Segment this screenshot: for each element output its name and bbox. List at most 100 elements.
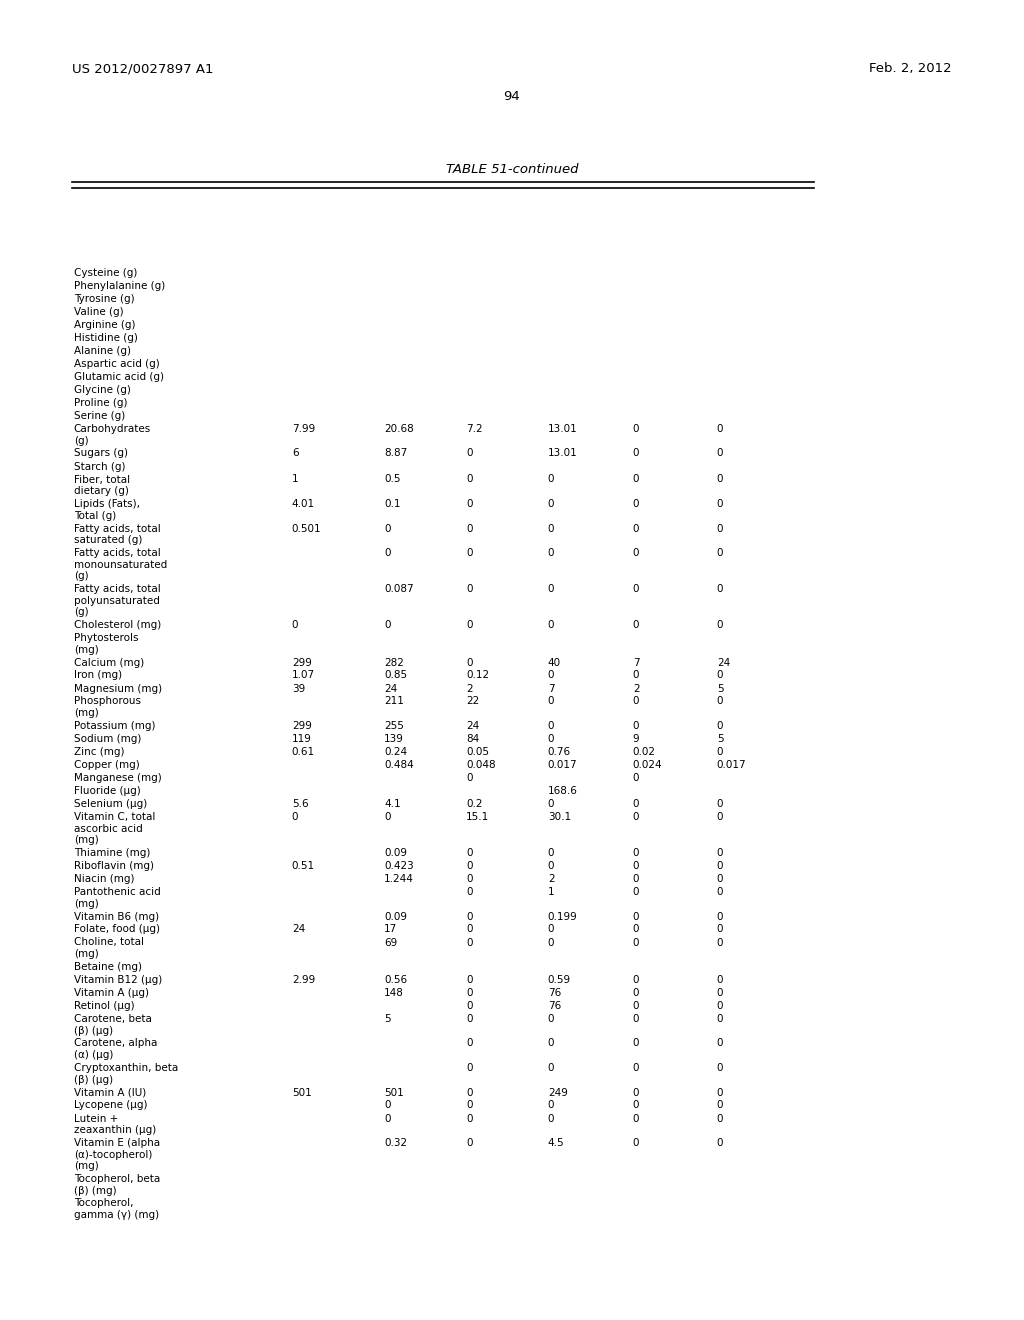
Text: 0: 0 — [633, 671, 639, 681]
Text: Sugars (g): Sugars (g) — [74, 449, 128, 458]
Text: 0.1: 0.1 — [384, 499, 400, 510]
Text: 0: 0 — [466, 1001, 472, 1011]
Text: Carbohydrates
(g): Carbohydrates (g) — [74, 424, 151, 446]
Text: 0: 0 — [548, 499, 554, 510]
Text: 0: 0 — [384, 548, 390, 558]
Text: 0: 0 — [717, 474, 723, 484]
Text: 4.01: 4.01 — [292, 499, 315, 510]
Text: 0: 0 — [633, 1138, 639, 1148]
Text: Fatty acids, total
saturated (g): Fatty acids, total saturated (g) — [74, 524, 161, 545]
Text: 0: 0 — [466, 1138, 472, 1148]
Text: Carotene, alpha
(α) (μg): Carotene, alpha (α) (μg) — [74, 1039, 157, 1060]
Text: 0: 0 — [633, 887, 639, 898]
Text: 7.2: 7.2 — [466, 424, 482, 434]
Text: 148: 148 — [384, 987, 403, 998]
Text: 0: 0 — [633, 937, 639, 948]
Text: 5: 5 — [384, 1014, 390, 1024]
Text: 0: 0 — [466, 474, 472, 484]
Text: 0: 0 — [717, 721, 723, 731]
Text: 0: 0 — [633, 847, 639, 858]
Text: 0: 0 — [717, 812, 723, 822]
Text: 0: 0 — [466, 1014, 472, 1024]
Text: 0: 0 — [384, 1114, 390, 1123]
Text: 0: 0 — [717, 424, 723, 434]
Text: Serine (g): Serine (g) — [74, 411, 125, 421]
Text: 0: 0 — [466, 874, 472, 884]
Text: 0.32: 0.32 — [384, 1138, 408, 1148]
Text: 6: 6 — [292, 449, 298, 458]
Text: 0.61: 0.61 — [292, 747, 315, 756]
Text: 255: 255 — [384, 721, 403, 731]
Text: Carotene, beta
(β) (μg): Carotene, beta (β) (μg) — [74, 1014, 152, 1036]
Text: 119: 119 — [292, 734, 311, 744]
Text: 0: 0 — [548, 937, 554, 948]
Text: 501: 501 — [292, 1088, 311, 1097]
Text: 1.07: 1.07 — [292, 671, 315, 681]
Text: 0: 0 — [466, 583, 472, 594]
Text: 0: 0 — [717, 874, 723, 884]
Text: Lutein +
zeaxanthin (μg): Lutein + zeaxanthin (μg) — [74, 1114, 156, 1135]
Text: 13.01: 13.01 — [548, 449, 578, 458]
Text: Copper (mg): Copper (mg) — [74, 760, 139, 770]
Text: 2: 2 — [633, 684, 639, 693]
Text: 22: 22 — [466, 697, 479, 706]
Text: 1.244: 1.244 — [384, 874, 414, 884]
Text: US 2012/0027897 A1: US 2012/0027897 A1 — [72, 62, 213, 75]
Text: 168.6: 168.6 — [548, 785, 578, 796]
Text: 0: 0 — [717, 620, 723, 630]
Text: 211: 211 — [384, 697, 403, 706]
Text: 0: 0 — [717, 1063, 723, 1073]
Text: 0.017: 0.017 — [548, 760, 578, 770]
Text: 0: 0 — [633, 524, 639, 533]
Text: 0: 0 — [466, 1063, 472, 1073]
Text: Betaine (mg): Betaine (mg) — [74, 962, 141, 972]
Text: Tyrosine (g): Tyrosine (g) — [74, 294, 134, 304]
Text: 24: 24 — [717, 657, 730, 668]
Text: 0: 0 — [633, 975, 639, 985]
Text: 0: 0 — [466, 1101, 472, 1110]
Text: 0.484: 0.484 — [384, 760, 414, 770]
Text: 4.5: 4.5 — [548, 1138, 564, 1148]
Text: 0.76: 0.76 — [548, 747, 571, 756]
Text: 0: 0 — [292, 620, 298, 630]
Text: 299: 299 — [292, 721, 311, 731]
Text: Vitamin A (IU): Vitamin A (IU) — [74, 1088, 146, 1097]
Text: Aspartic acid (g): Aspartic acid (g) — [74, 359, 160, 370]
Text: 4.1: 4.1 — [384, 799, 400, 809]
Text: 0.501: 0.501 — [292, 524, 322, 533]
Text: 0: 0 — [466, 657, 472, 668]
Text: 0: 0 — [466, 1088, 472, 1097]
Text: 0: 0 — [717, 1114, 723, 1123]
Text: Cysteine (g): Cysteine (g) — [74, 268, 137, 279]
Text: 0: 0 — [633, 474, 639, 484]
Text: 0: 0 — [548, 861, 554, 871]
Text: Magnesium (mg): Magnesium (mg) — [74, 684, 162, 693]
Text: 282: 282 — [384, 657, 403, 668]
Text: Tocopherol, beta
(β) (mg): Tocopherol, beta (β) (mg) — [74, 1173, 160, 1196]
Text: Selenium (μg): Selenium (μg) — [74, 799, 147, 809]
Text: Folate, food (μg): Folate, food (μg) — [74, 924, 160, 935]
Text: 0: 0 — [548, 1014, 554, 1024]
Text: 0: 0 — [466, 975, 472, 985]
Text: 0.024: 0.024 — [633, 760, 663, 770]
Text: Starch (g): Starch (g) — [74, 462, 125, 471]
Text: 0: 0 — [548, 620, 554, 630]
Text: Lycopene (μg): Lycopene (μg) — [74, 1101, 147, 1110]
Text: 0: 0 — [384, 524, 390, 533]
Text: Tocopherol,
gamma (γ) (mg): Tocopherol, gamma (γ) (mg) — [74, 1199, 159, 1220]
Text: Phytosterols
(mg): Phytosterols (mg) — [74, 634, 138, 655]
Text: 0: 0 — [633, 924, 639, 935]
Text: 0.5: 0.5 — [384, 474, 400, 484]
Text: 0: 0 — [717, 1014, 723, 1024]
Text: Vitamin E (alpha
(α)-tocopherol)
(mg): Vitamin E (alpha (α)-tocopherol) (mg) — [74, 1138, 160, 1171]
Text: 0: 0 — [633, 912, 639, 921]
Text: 13.01: 13.01 — [548, 424, 578, 434]
Text: 94: 94 — [504, 90, 520, 103]
Text: 0: 0 — [466, 620, 472, 630]
Text: 0: 0 — [633, 1114, 639, 1123]
Text: 0: 0 — [717, 975, 723, 985]
Text: Niacin (mg): Niacin (mg) — [74, 874, 134, 884]
Text: 0: 0 — [717, 1001, 723, 1011]
Text: Glycine (g): Glycine (g) — [74, 385, 131, 395]
Text: 0.12: 0.12 — [466, 671, 489, 681]
